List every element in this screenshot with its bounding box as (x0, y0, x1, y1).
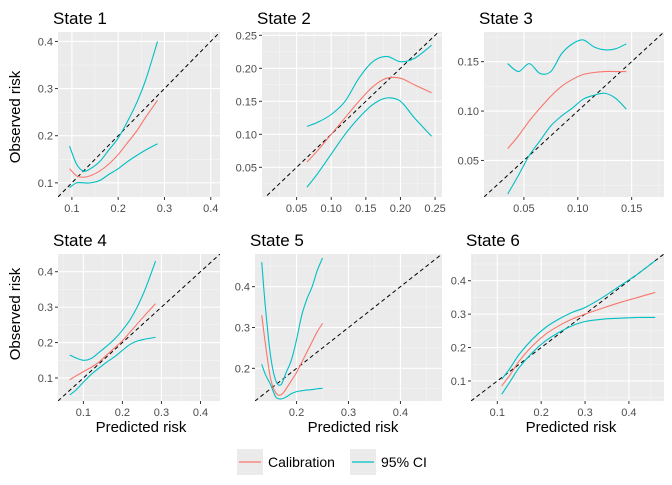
ci-lower-line (501, 316, 656, 395)
x-tick-label: 0.2 (534, 407, 549, 419)
panel-6: 0.1 0.2 0.3 0.4 0.1 0.2 0.3 0.4 State 6 (451, 231, 664, 419)
y-tick-label: 0.4 (38, 267, 53, 279)
identity-diagonal (58, 254, 220, 401)
y-tick-label: 0.10 (458, 106, 479, 118)
y-axis-label-bottom: Observed risk (7, 267, 24, 360)
panel-plot-area (58, 254, 220, 401)
y-tick-label: 0.3 (235, 323, 250, 335)
ci-upper-line (501, 260, 656, 380)
x-tick-label: 0.4 (393, 407, 408, 419)
x-tick-label: 0.3 (341, 407, 356, 419)
panel-5: 0.2 0.3 0.4 0.2 0.3 0.4 State 5 (235, 231, 442, 419)
panel-background (262, 32, 442, 197)
x-tick-label: 0.3 (154, 407, 169, 419)
ci-lower-line (507, 92, 627, 195)
x-tick-label: 0.4 (621, 407, 636, 419)
y-tick-label: 0.25 (236, 30, 257, 42)
panel-plot-area (484, 32, 664, 197)
y-tick-label: 0.4 (451, 276, 466, 288)
panel-title: State 5 (250, 231, 304, 250)
ci-upper-line (306, 44, 432, 127)
y-tick-label: 0.3 (38, 84, 53, 96)
x-tick-label: 0.1 (76, 407, 91, 419)
y-tick-label: 0.05 (458, 155, 479, 167)
y-tick-label: 0.1 (38, 178, 53, 190)
x-tick-label: 0.20 (390, 203, 411, 215)
x-tick-label: 0.2 (289, 407, 304, 419)
x-tick-label: 0.2 (111, 203, 126, 215)
legend-label-ci: 95% CI (381, 454, 427, 470)
legend-label-calibration: Calibration (268, 454, 335, 470)
panel-4: 0.1 0.2 0.3 0.4 0.1 0.2 0.3 0.4 State 4 (38, 231, 220, 419)
ci-lower-line (69, 336, 156, 396)
ci-lower-line (261, 364, 323, 400)
panel-title: State 3 (479, 9, 533, 28)
y-tick-label: 0.05 (236, 162, 257, 174)
panel-title: State 6 (466, 231, 520, 250)
identity-diagonal (255, 254, 442, 401)
y-tick-label: 0.1 (451, 376, 466, 388)
calibration-line (69, 303, 156, 381)
panel-title: State 1 (53, 9, 107, 28)
y-tick-label: 0.2 (38, 338, 53, 350)
panel-plot-area (58, 32, 220, 197)
calibration-line (501, 291, 656, 387)
identity-diagonal (484, 32, 664, 197)
x-axis-label-col1: Predicted risk (96, 419, 187, 436)
y-tick-label: 0.3 (451, 309, 466, 321)
calibration-line (261, 315, 323, 396)
x-tick-label: 0.2 (115, 407, 130, 419)
x-tick-label: 0.10 (567, 203, 588, 215)
calibration-line (507, 70, 627, 149)
ci-upper-line (69, 260, 157, 361)
panel-2: 0.05 0.10 0.15 0.20 0.25 0.05 0.10 0.15 0.20 0.25… (236, 9, 446, 215)
y-tick-label: 0.2 (38, 131, 53, 143)
y-tick-label: 0.4 (38, 36, 53, 48)
y-tick-label: 0.15 (236, 96, 257, 108)
x-tick-label: 0.05 (286, 203, 307, 215)
x-tick-label: 0.3 (157, 203, 172, 215)
panel-title: State 2 (257, 9, 311, 28)
ci-upper-line (261, 257, 324, 386)
x-tick-label: 0.3 (577, 407, 592, 419)
ci-lower-line (69, 143, 158, 189)
y-tick-label: 0.3 (38, 302, 53, 314)
y-axis-label-top: Observed risk (7, 70, 24, 163)
legend: Calibration 95% CI (237, 449, 427, 475)
x-tick-label: 0.4 (193, 407, 208, 419)
calibration-line (69, 100, 158, 178)
x-axis-label-col2: Predicted risk (308, 419, 399, 436)
x-tick-label: 0.15 (355, 203, 376, 215)
x-tick-label: 0.05 (513, 203, 534, 215)
calibration-line (306, 76, 432, 163)
ci-lower-line (306, 97, 433, 188)
x-tick-label: 0.1 (64, 203, 79, 215)
panel-title: State 4 (53, 231, 107, 250)
y-tick-label: 0.15 (458, 57, 479, 69)
x-tick-label: 0.1 (490, 407, 505, 419)
x-tick-label: 0.4 (203, 203, 218, 215)
y-tick-label: 0.10 (236, 129, 257, 141)
panel-3: 0.05 0.10 0.15 0.05 0.10 0.15 State 3 (458, 9, 664, 215)
y-tick-label: 0.1 (38, 373, 53, 385)
x-tick-label: 0.15 (621, 203, 642, 215)
identity-diagonal (58, 32, 220, 197)
panel-plot-area (264, 32, 440, 197)
y-tick-label: 0.20 (236, 63, 257, 75)
x-tick-label: 0.10 (321, 203, 342, 215)
panel-plot-area (255, 254, 442, 401)
ci-upper-line (507, 39, 627, 75)
y-tick-label: 0.2 (235, 363, 250, 375)
x-tick-label: 0.25 (424, 203, 445, 215)
y-tick-label: 0.2 (451, 343, 466, 355)
ci-upper-line (69, 41, 159, 172)
panel-plot-area (471, 254, 664, 401)
y-tick-label: 0.4 (235, 282, 250, 294)
x-axis-label-col3: Predicted risk (526, 419, 617, 436)
